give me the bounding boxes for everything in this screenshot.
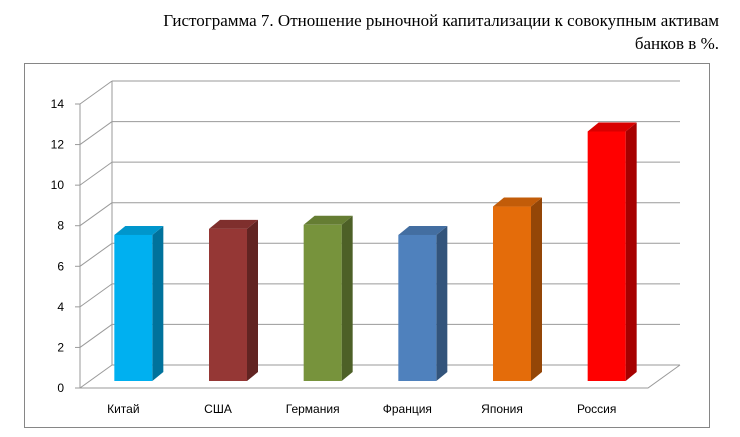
y-tick-label: 10 bbox=[51, 178, 65, 192]
x-tick-label: Франция bbox=[383, 402, 432, 416]
y-tick-label: 2 bbox=[57, 340, 64, 354]
bar bbox=[114, 234, 153, 381]
bar-side bbox=[436, 225, 448, 381]
bar-top bbox=[398, 225, 448, 235]
gridline-side bbox=[79, 283, 113, 308]
chart-title-line-1: Гистограмма 7. Отношение рыночной капита… bbox=[163, 11, 719, 30]
bar-top bbox=[303, 215, 353, 225]
gridline-side bbox=[79, 80, 113, 105]
bar bbox=[303, 224, 342, 381]
bar bbox=[587, 131, 626, 381]
x-tick-label: Китай bbox=[107, 402, 139, 416]
bar-top bbox=[493, 197, 542, 207]
bar-side bbox=[625, 122, 637, 381]
gridline-side bbox=[79, 161, 113, 186]
bar-top bbox=[114, 225, 164, 235]
bar-side bbox=[247, 219, 258, 381]
x-tick-label: Япония bbox=[481, 402, 523, 416]
chart-title-line-2: банков в %. bbox=[634, 34, 719, 53]
gridline-side bbox=[79, 121, 113, 145]
gridline-side bbox=[79, 324, 113, 348]
bar bbox=[209, 228, 247, 381]
y-tick-label: 6 bbox=[57, 259, 64, 273]
bar-top bbox=[587, 122, 637, 132]
floor-edge bbox=[80, 364, 681, 389]
bar-top bbox=[209, 219, 258, 229]
y-tick-label: 8 bbox=[57, 219, 64, 233]
gridline-side bbox=[79, 202, 113, 227]
y-tick-label: 0 bbox=[57, 381, 64, 395]
gridline-side bbox=[79, 364, 113, 389]
bar bbox=[493, 206, 531, 381]
bar bbox=[398, 234, 437, 381]
chart-title: Гистограмма 7. Отношение рыночной капита… bbox=[79, 9, 719, 55]
bar-side bbox=[531, 197, 542, 381]
bar-side bbox=[152, 225, 164, 381]
x-tick-label: Германия bbox=[286, 402, 340, 416]
y-tick-label: 4 bbox=[57, 300, 64, 314]
y-tick-label: 14 bbox=[51, 97, 65, 111]
bar-side bbox=[341, 215, 353, 381]
y-tick-label: 12 bbox=[51, 138, 65, 152]
gridline-side bbox=[79, 242, 113, 267]
x-tick-label: Россия bbox=[577, 402, 616, 416]
x-tick-label: США bbox=[204, 402, 232, 416]
